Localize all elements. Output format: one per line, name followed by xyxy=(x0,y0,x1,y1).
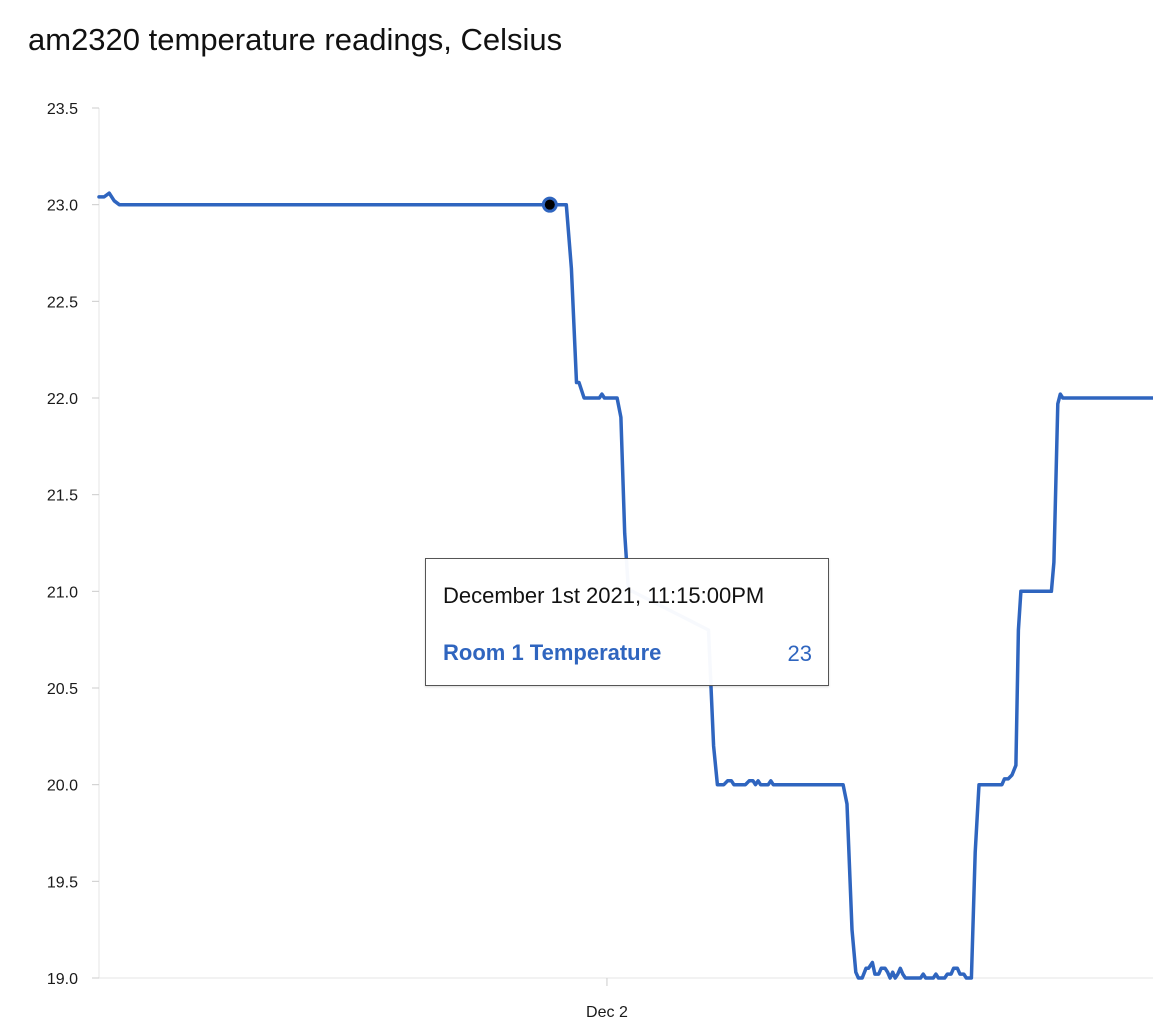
x-axis-ticks: Dec 2 xyxy=(586,978,628,1021)
y-tick-label: 19.0 xyxy=(47,971,78,988)
tooltip-date: December 1st 2021, 11:15:00PM xyxy=(443,583,765,608)
chart-axes xyxy=(98,108,1153,979)
y-tick-label: 23.5 xyxy=(47,101,78,118)
tooltip-series-name: Room 1 Temperature xyxy=(443,640,662,665)
y-tick-label: 23.0 xyxy=(47,198,78,215)
y-tick-label: 21.0 xyxy=(47,584,78,601)
x-tick-label: Dec 2 xyxy=(586,1004,628,1021)
chart-title: am2320 temperature readings, Celsius xyxy=(28,22,563,57)
series-line xyxy=(97,191,1153,980)
y-tick-label: 22.0 xyxy=(47,391,78,408)
y-tick-label: 20.0 xyxy=(47,778,78,795)
marker-layer xyxy=(541,196,558,213)
y-axis-ticks: 23.5 23.0 22.5 22.0 21.5 21.0 20.5 20.0 19.5 19.0 xyxy=(47,101,99,988)
y-tick-label: 22.5 xyxy=(47,294,78,311)
series-layer xyxy=(97,191,1153,980)
y-tick-label: 21.5 xyxy=(47,488,78,505)
y-tick-label: 20.5 xyxy=(47,681,78,698)
y-tick-label: 19.5 xyxy=(47,874,78,891)
highlight-point xyxy=(544,199,555,210)
chart-tooltip: December 1st 2021, 11:15:00PM Room 1 Tem… xyxy=(425,558,829,686)
tooltip-value: 23 xyxy=(787,641,812,666)
